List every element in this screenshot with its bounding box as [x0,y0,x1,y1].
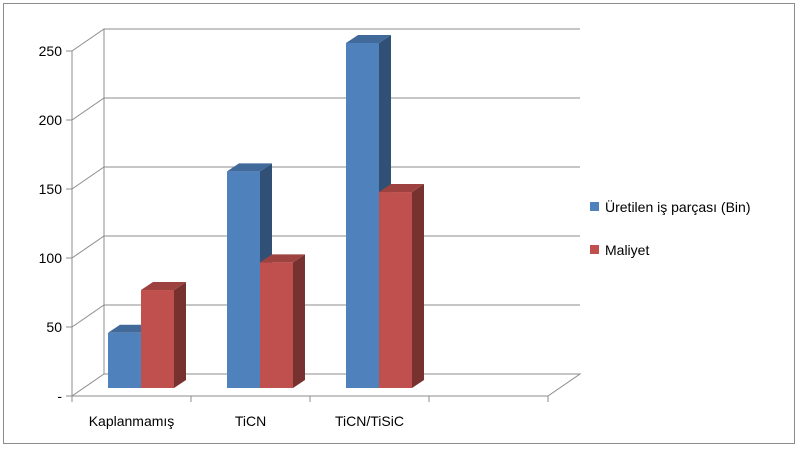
y-axis-ticks: - 50 100 150 200 250 [39,43,72,404]
bar-top [346,35,391,43]
bar-front [108,332,141,388]
y-tick-label: 50 [46,319,62,335]
legend-label: Üretilen iş parçası (Bin) [605,198,751,215]
bar-top [227,163,272,172]
x-tick-label: TiCN [235,413,266,429]
y-tick-label: - [57,388,62,404]
bar-front [260,262,293,388]
bar [379,184,424,388]
legend-swatch [590,245,599,254]
bar-top [260,254,305,263]
gridline [71,166,580,190]
legend-label: Maliyet [605,242,649,258]
y-tick-label: 100 [39,250,63,266]
x-tick-label: TiCN/TiSiC [335,413,404,429]
gridline [71,28,580,52]
bar-side [174,282,186,388]
bar-front [379,192,412,388]
bar [141,282,186,388]
gridline [71,235,580,259]
bar-top [141,282,186,291]
legend-swatch [590,202,599,211]
y-tick-label: 250 [39,43,63,59]
bar-front [227,171,260,388]
y-tick-label: 150 [39,181,63,197]
x-tick-label: Kaplanmamış [89,413,175,429]
bar-side [293,254,305,388]
bar-top [379,184,424,193]
floor [70,373,582,397]
gridlines [71,28,580,328]
x-axis: Kaplanmamış TiCN TiCN/TiSiC [71,396,549,429]
bar-front [141,290,174,388]
chart-walls [70,29,582,397]
bars [108,35,424,388]
bar [260,254,305,388]
legend: Üretilen iş parçası (Bin) Maliyet [590,198,751,258]
bar-side [412,184,424,388]
y-tick-label: 200 [39,112,63,128]
gridline [71,97,580,121]
bar-front [346,43,379,388]
